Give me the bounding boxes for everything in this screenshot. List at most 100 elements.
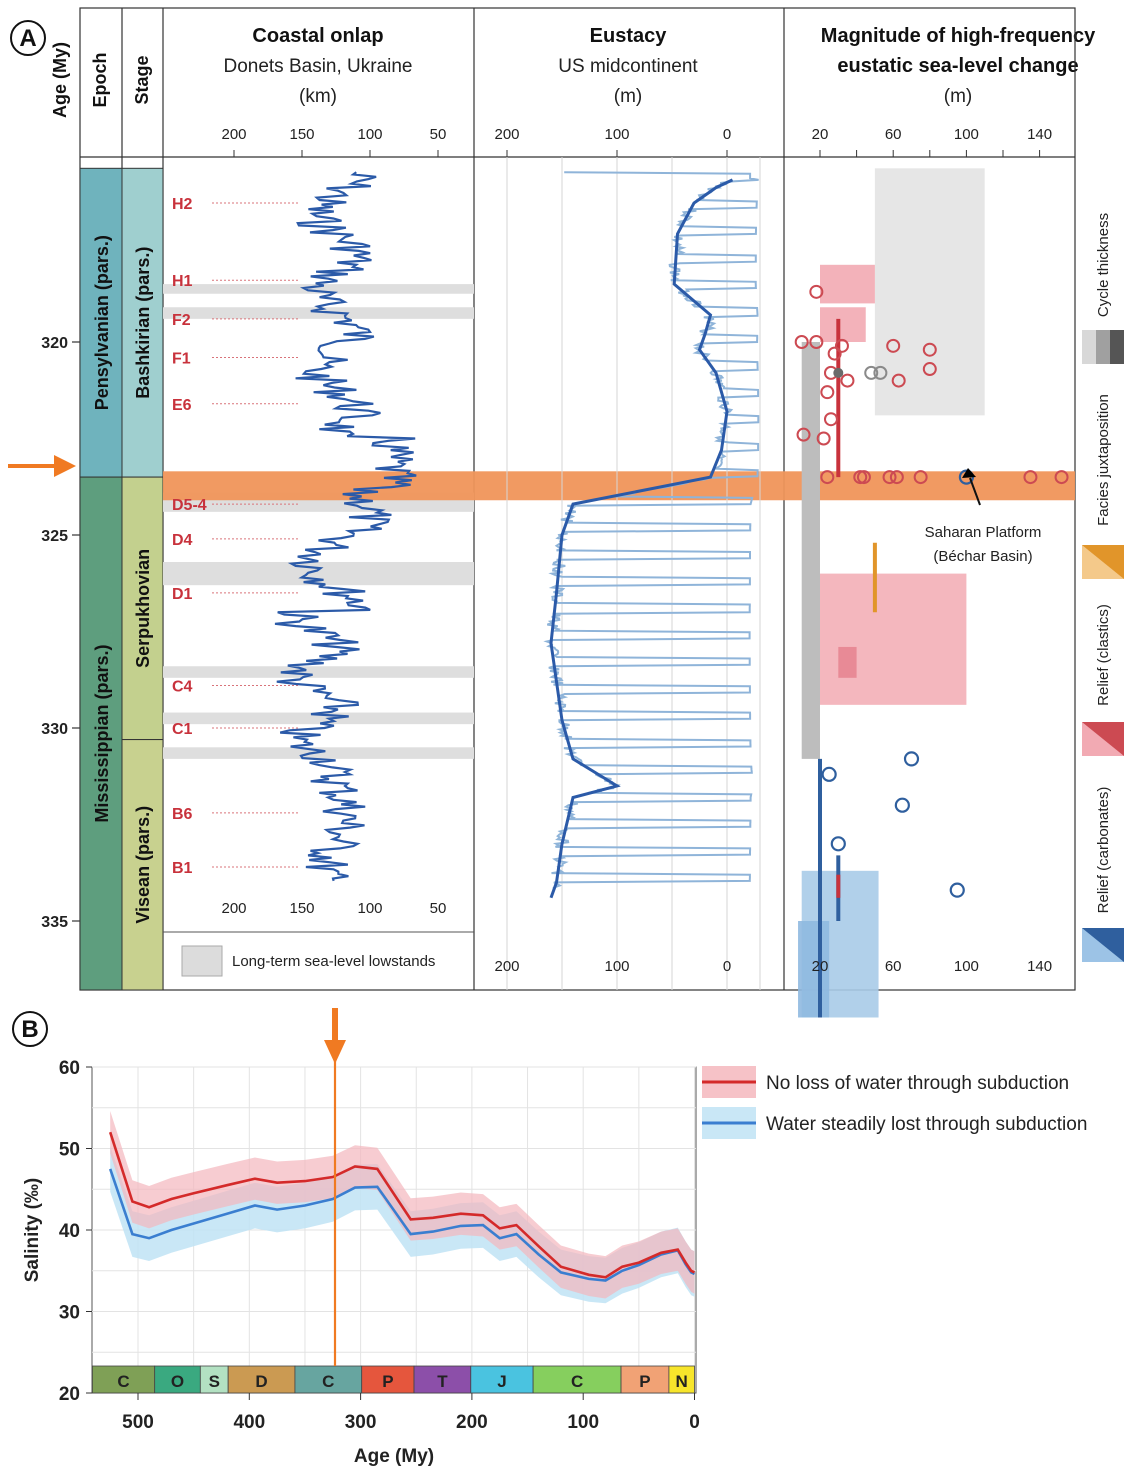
period-label: T <box>437 1372 448 1391</box>
onlap-tick-top: 100 <box>357 126 382 143</box>
magnitude-tick-top: 140 <box>1027 126 1052 143</box>
magnitude-tick-top: 100 <box>954 126 979 143</box>
sequence-label: F2 <box>172 312 191 329</box>
thickness-data-point <box>873 365 888 380</box>
annotation-arrow-head <box>962 468 976 478</box>
eustacy-title: Eustacy <box>590 25 668 47</box>
sequence-label: E6 <box>172 397 192 414</box>
side-legend-item: Cycle thickness <box>1082 213 1124 364</box>
period-cell <box>154 1365 201 1394</box>
period-cell <box>361 1365 415 1394</box>
panel-a: A Age (My) Epoch Stage Coastal onlap Don… <box>8 7 1124 1018</box>
magnitude-x-ticks: 20 20 60 60 100 100 140 140 <box>812 126 1052 975</box>
period-cell <box>294 1365 363 1394</box>
onlap-curve <box>274 171 417 882</box>
clastic-data-point <box>796 427 811 442</box>
salinity-line <box>108 1131 696 1279</box>
salinity-x-tick-label: 500 <box>122 1412 154 1433</box>
clastic-relief-box <box>820 307 866 342</box>
annotation-arrow-line <box>969 477 981 506</box>
eustacy-grid <box>506 157 761 990</box>
carbonate-data-point <box>949 882 965 898</box>
magnitude-tick-bottom: 60 <box>885 958 902 975</box>
sequence-label: B6 <box>172 806 193 823</box>
clastic-data-point <box>820 470 835 485</box>
salinity-y-tick-label: 20 <box>59 1384 80 1405</box>
salinity-y-axis-label: Salinity (‰) <box>22 1178 43 1283</box>
onlap-subtitle: Donets Basin, Ukraine <box>223 56 412 77</box>
onlap-lowstands <box>163 284 474 759</box>
onlap-unit: (km) <box>299 86 337 107</box>
period-label: C <box>571 1372 583 1391</box>
stage-label: Serpukhovian <box>133 549 153 668</box>
legend-label: Water steadily lost through subduction <box>766 1114 1087 1135</box>
cycle-thickness-box <box>874 168 985 416</box>
lowstand-band <box>163 562 474 586</box>
salinity-line <box>108 1168 696 1282</box>
carbonate-data-point <box>894 797 910 813</box>
salinity-x-tick-label: 0 <box>689 1412 700 1433</box>
salinity-y-tick-label: 60 <box>59 1058 80 1079</box>
magnitude-title-line2: eustatic sea-level change <box>837 55 1078 77</box>
period-cell <box>470 1365 534 1394</box>
thickness-swatch-light <box>1082 330 1096 364</box>
eustacy-tick-top: 0 <box>723 126 731 143</box>
stage-cell <box>121 476 164 741</box>
age-tick-label: 335 <box>41 914 68 931</box>
eustacy-longterm-curve <box>549 178 734 899</box>
period-cell <box>668 1365 695 1394</box>
clastic-data-point <box>856 470 871 485</box>
magnitude-tick-bottom: 100 <box>954 958 979 975</box>
side-legend-label: Facies juxtaposition <box>1095 394 1112 526</box>
legend-swatch-diagonal <box>1082 722 1124 756</box>
annotation-line2: (Béchar Basin) <box>933 548 1032 565</box>
stage-cell <box>121 167 164 478</box>
age-axis-title: Age (My) <box>50 42 70 118</box>
eustacy-x-ticks: 200 200 100 100 0 0 <box>494 126 731 975</box>
side-legend-item: Relief (clastics) <box>1082 604 1124 756</box>
onlap-x-ticks: 200 200 150 150 100 100 50 50 <box>221 126 446 917</box>
period-label: C <box>117 1372 129 1391</box>
salinity-age-marker <box>324 1008 347 1366</box>
clastic-data-point <box>823 412 838 427</box>
epoch-cell <box>79 476 123 991</box>
carbonate-data-point <box>821 766 837 782</box>
magnitude-tick-bottom: 20 <box>812 958 829 975</box>
age-tick-label: 320 <box>41 335 68 352</box>
period-label: C <box>322 1372 334 1391</box>
magnitude-content: Saharan Platform (Béchar Basin) <box>794 150 1069 1018</box>
magnitude-title-line1: Magnitude of high-frequency <box>821 25 1096 47</box>
stage-cell <box>121 739 164 991</box>
annotation-line1: Saharan Platform <box>925 524 1042 541</box>
eustacy-tick-bottom: 0 <box>723 958 731 975</box>
boundary-arrow <box>8 455 76 477</box>
magnitude-tick-top: 60 <box>885 126 902 143</box>
stage-header: Stage <box>132 55 152 104</box>
thickness-data-point <box>864 365 879 380</box>
epoch-header: Epoch <box>90 52 110 107</box>
onlap-tick-top: 200 <box>221 126 246 143</box>
age-ticks: 320 325 330 335 <box>41 335 80 931</box>
clastic-data-point <box>886 338 901 353</box>
thickness-swatch-mid <box>1096 330 1110 364</box>
panel-b: B C O S D C P T J C P N 20 30 40 50 60 500 400 300 200 100 0… <box>12 1008 1087 1467</box>
period-cell <box>532 1365 622 1394</box>
eustacy-tick-top: 200 <box>494 126 519 143</box>
salinity-legend: No loss of water through subduction Water… <box>702 1066 1087 1139</box>
period-cell <box>227 1365 296 1394</box>
cycle-thickness-bar <box>801 342 820 759</box>
legend-swatch-diagonal <box>1082 928 1124 962</box>
panel-a-badge <box>10 20 46 56</box>
salinity-y-tick-label: 50 <box>59 1140 80 1161</box>
magnitude-tick-top: 20 <box>812 126 829 143</box>
panel-b-label: B <box>21 1016 38 1043</box>
side-legend-label: Relief (clastics) <box>1095 604 1112 706</box>
side-legend-item: Facies juxtaposition <box>1082 394 1124 579</box>
period-label: P <box>382 1372 393 1391</box>
onlap-tick-bottom: 200 <box>221 900 246 917</box>
salinity-series-lines <box>108 1131 696 1282</box>
salinity-y-tick-label: 40 <box>59 1221 80 1242</box>
salinity-x-tick-label: 100 <box>567 1412 599 1433</box>
magnitude-tick-bottom: 140 <box>1027 958 1052 975</box>
salinity-x-tick-label: 400 <box>233 1412 265 1433</box>
